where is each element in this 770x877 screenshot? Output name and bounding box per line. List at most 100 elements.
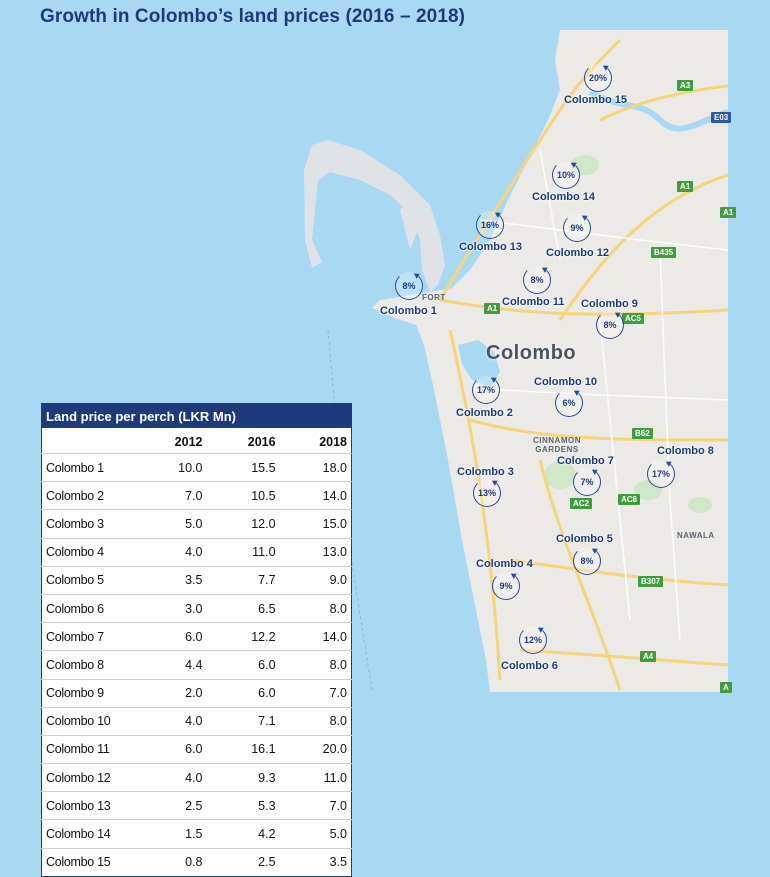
table-cell: 6.0 bbox=[138, 622, 207, 651]
district-label-colombo-9[interactable]: Colombo 9 bbox=[581, 298, 638, 310]
place-label-nawala: NAWALA bbox=[677, 531, 715, 540]
road-shield: B435 bbox=[651, 247, 677, 258]
table-cell: 8.0 bbox=[279, 593, 352, 623]
minor-road bbox=[479, 219, 729, 251]
table-caption: Land price per perch (LKR Mn) bbox=[41, 403, 352, 428]
table-cell: 9.0 bbox=[279, 565, 352, 595]
table-cell: 4.2 bbox=[206, 819, 280, 849]
table-cell: 11.0 bbox=[206, 537, 280, 567]
growth-badge-colombo-2: 17% bbox=[472, 376, 500, 404]
table-cell: 7.0 bbox=[279, 791, 352, 820]
page-title: Growth in Colombo’s land prices (2016 – … bbox=[40, 6, 466, 27]
road-shield: E03 bbox=[711, 112, 732, 123]
table-row: Colombo 13 2.5 5.3 7.0 bbox=[41, 791, 352, 820]
table-cell: 3.5 bbox=[138, 565, 207, 595]
column-header: 2016 bbox=[247, 434, 276, 449]
table-row: Colombo 4 4.0 11.0 13.0 bbox=[41, 537, 352, 567]
table-cell: 15.0 bbox=[279, 509, 352, 539]
table-cell: Colombo 8 bbox=[41, 650, 139, 679]
road-shield: A1 bbox=[677, 181, 694, 192]
table-row: Colombo 7 6.0 12.2 14.0 bbox=[41, 622, 352, 651]
port-pier bbox=[400, 195, 418, 250]
table-cell: 2.5 bbox=[138, 791, 207, 820]
table-cell: Colombo 10 bbox=[41, 706, 139, 736]
table-row: Colombo 12 4.0 9.3 11.0 bbox=[41, 763, 352, 792]
growth-badge-colombo-10: 6% bbox=[555, 389, 583, 417]
growth-badge-colombo-9: 8% bbox=[596, 311, 624, 339]
road-shield: AC2 bbox=[570, 498, 593, 509]
district-label-colombo-2[interactable]: Colombo 2 bbox=[456, 407, 513, 419]
district-label-colombo-14[interactable]: Colombo 14 bbox=[532, 191, 595, 203]
road-line bbox=[558, 173, 729, 321]
table-cell: 4.0 bbox=[138, 763, 207, 792]
table-cell: 6.0 bbox=[206, 678, 280, 708]
table-cell: 6.0 bbox=[138, 734, 207, 764]
park-area bbox=[544, 461, 576, 489]
minor-road bbox=[539, 149, 561, 261]
table-cell: 3.0 bbox=[138, 593, 207, 623]
road-shield: A1 bbox=[720, 207, 737, 218]
growth-badge-colombo-4: 9% bbox=[492, 572, 520, 600]
road-shield: B307 bbox=[638, 576, 664, 587]
district-label-colombo-11[interactable]: Colombo 11 bbox=[502, 296, 565, 308]
growth-badge-colombo-11: 8% bbox=[523, 266, 551, 294]
table-cell: Colombo 6 bbox=[41, 593, 139, 623]
table-cell: Colombo 3 bbox=[41, 509, 139, 539]
table-cell: 1.5 bbox=[138, 819, 207, 849]
district-label-colombo-1[interactable]: Colombo 1 bbox=[380, 305, 437, 317]
district-label-colombo-10[interactable]: Colombo 10 bbox=[534, 376, 597, 388]
district-label-colombo-13[interactable]: Colombo 13 bbox=[459, 241, 522, 253]
table-cell: 6.5 bbox=[206, 593, 280, 623]
table-row: Colombo 8 4.4 6.0 8.0 bbox=[41, 650, 352, 679]
district-label-colombo-8[interactable]: Colombo 8 bbox=[657, 445, 714, 457]
table-row: Colombo 5 3.5 7.7 9.0 bbox=[41, 565, 352, 595]
growth-badge-colombo-14: 10% bbox=[552, 161, 580, 189]
minor-road bbox=[599, 319, 631, 621]
table-cell: 3.5 bbox=[279, 847, 352, 877]
road-shield: A1 bbox=[484, 303, 501, 314]
table-row: Colombo 6 3.0 6.5 8.0 bbox=[41, 593, 352, 623]
growth-badge-colombo-7: 7% bbox=[573, 468, 601, 496]
road-line bbox=[509, 558, 729, 587]
district-label-colombo-15[interactable]: Colombo 15 bbox=[564, 94, 627, 106]
district-label-colombo-5[interactable]: Colombo 5 bbox=[556, 533, 613, 545]
table-cell: Colombo 15 bbox=[41, 847, 139, 877]
land-area bbox=[372, 30, 728, 692]
district-label-colombo-4[interactable]: Colombo 4 bbox=[476, 558, 533, 570]
table-row: Colombo 10 4.0 7.1 8.0 bbox=[41, 706, 352, 736]
road-shield: A bbox=[720, 682, 732, 693]
growth-badge-colombo-13: 16% bbox=[476, 211, 504, 239]
growth-badge-colombo-15: 20% bbox=[584, 64, 612, 92]
district-label-colombo-7[interactable]: Colombo 7 bbox=[557, 455, 614, 467]
growth-badge-colombo-6: 12% bbox=[519, 626, 547, 654]
table-cell: Colombo 5 bbox=[41, 565, 139, 595]
district-label-colombo-6[interactable]: Colombo 6 bbox=[501, 660, 558, 672]
road-shield: A4 bbox=[640, 651, 657, 662]
table-cell: 4.4 bbox=[138, 650, 207, 679]
growth-badge-colombo-5: 8% bbox=[573, 547, 601, 575]
table-cell: 7.0 bbox=[279, 678, 352, 708]
district-label-colombo-12[interactable]: Colombo 12 bbox=[546, 247, 609, 259]
table-cell: 13.0 bbox=[279, 537, 352, 567]
growth-badge-colombo-1: 8% bbox=[395, 272, 423, 300]
road-line bbox=[448, 329, 502, 681]
table-cell: 7.7 bbox=[206, 565, 280, 595]
table-cell: 12.2 bbox=[206, 622, 280, 651]
table-cell: 16.1 bbox=[206, 734, 280, 764]
road-line bbox=[469, 418, 729, 442]
table-cell: Colombo 7 bbox=[41, 622, 139, 651]
column-header: 2018 bbox=[319, 434, 347, 449]
table-row: Colombo 11 6.0 16.1 20.0 bbox=[41, 734, 352, 764]
table-row: Colombo 1 10.0 15.5 18.0 bbox=[41, 452, 352, 482]
table-cell: 20.0 bbox=[279, 734, 352, 764]
table-cell: 2.5 bbox=[206, 847, 280, 877]
table-cell: 0.8 bbox=[138, 847, 207, 877]
column-header bbox=[42, 428, 139, 454]
land-price-table: Land price per perch (LKR Mn) 2012 2016 … bbox=[41, 403, 352, 877]
table-cell: 8.0 bbox=[279, 650, 352, 679]
table-cell: Colombo 11 bbox=[41, 734, 139, 764]
table-cell: 2.0 bbox=[138, 678, 207, 708]
district-label-colombo-3[interactable]: Colombo 3 bbox=[457, 466, 514, 478]
table-row: Colombo 9 2.0 6.0 7.0 bbox=[41, 678, 352, 708]
